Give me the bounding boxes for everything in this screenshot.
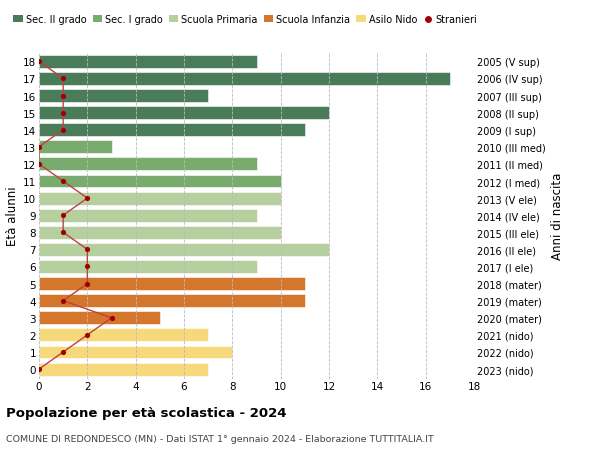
Point	[58, 229, 68, 236]
Bar	[39, 226, 281, 239]
Bar	[39, 363, 208, 375]
Bar	[39, 278, 305, 291]
Point	[34, 161, 44, 168]
Point	[58, 297, 68, 305]
Y-axis label: Età alunni: Età alunni	[6, 186, 19, 246]
Bar	[39, 158, 257, 171]
Point	[34, 144, 44, 151]
Bar	[39, 295, 305, 308]
Bar	[39, 312, 160, 325]
Point	[83, 280, 92, 288]
Point	[83, 263, 92, 271]
Bar	[39, 56, 257, 68]
Point	[107, 314, 116, 322]
Point	[34, 366, 44, 373]
Bar	[39, 329, 208, 341]
Point	[83, 246, 92, 253]
Point	[58, 178, 68, 185]
Bar	[39, 261, 257, 273]
Point	[83, 331, 92, 339]
Bar	[39, 90, 208, 103]
Point	[83, 195, 92, 202]
Bar	[39, 141, 112, 154]
Y-axis label: Anni di nascita: Anni di nascita	[551, 172, 564, 259]
Point	[58, 212, 68, 219]
Bar	[39, 73, 450, 86]
Bar	[39, 192, 281, 205]
Text: Popolazione per età scolastica - 2024: Popolazione per età scolastica - 2024	[6, 406, 287, 419]
Bar	[39, 175, 281, 188]
Bar	[39, 124, 305, 137]
Point	[58, 127, 68, 134]
Point	[58, 76, 68, 83]
Text: COMUNE DI REDONDESCO (MN) - Dati ISTAT 1° gennaio 2024 - Elaborazione TUTTITALIA: COMUNE DI REDONDESCO (MN) - Dati ISTAT 1…	[6, 434, 434, 443]
Legend: Sec. II grado, Sec. I grado, Scuola Primaria, Scuola Infanzia, Asilo Nido, Stran: Sec. II grado, Sec. I grado, Scuola Prim…	[13, 15, 477, 25]
Point	[58, 110, 68, 117]
Bar	[39, 346, 232, 358]
Bar	[39, 209, 257, 222]
Point	[58, 93, 68, 100]
Point	[34, 58, 44, 66]
Bar	[39, 243, 329, 256]
Bar	[39, 107, 329, 120]
Point	[58, 348, 68, 356]
